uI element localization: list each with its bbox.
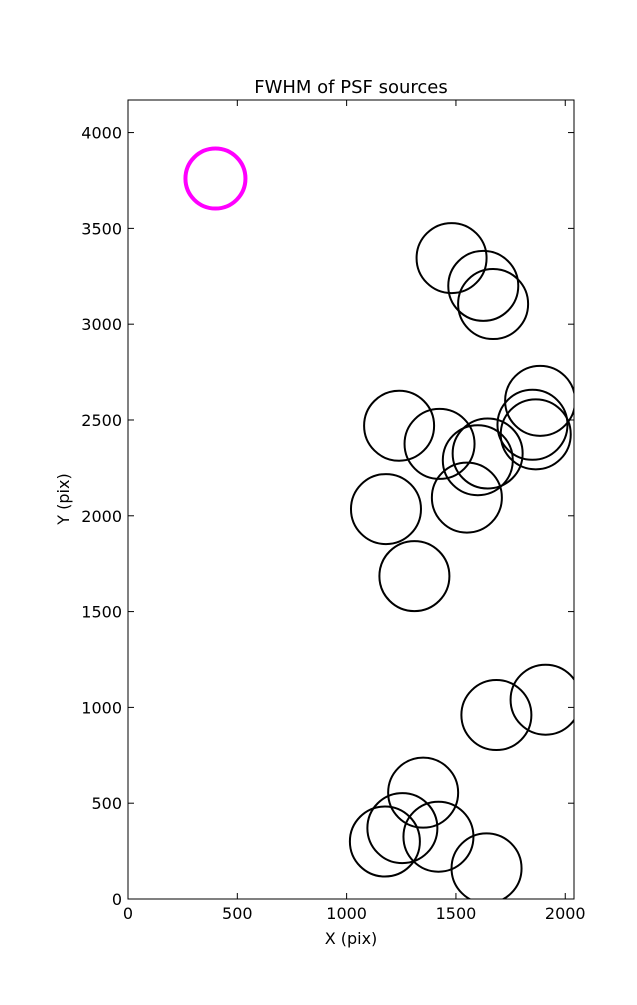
source-marker-10 xyxy=(441,424,514,497)
source-marker-17 xyxy=(366,792,439,865)
source-marker-3 xyxy=(457,268,530,341)
y-axis-label: Y (pix) xyxy=(54,473,73,525)
y-tick-label-0: 0 xyxy=(112,890,122,909)
source-marker-2 xyxy=(447,249,520,322)
source-marker-9 xyxy=(451,417,524,490)
source-marker-8 xyxy=(403,407,476,480)
source-marker-5 xyxy=(496,388,569,461)
x-tick-label-1: 500 xyxy=(222,904,253,923)
x-tick-label-2: 1000 xyxy=(326,904,367,923)
x-tick-label-4: 2000 xyxy=(545,904,586,923)
plot-frame xyxy=(127,99,575,900)
source-marker-12 xyxy=(349,473,422,546)
y-tick-label-8: 4000 xyxy=(81,124,122,143)
source-marker-11 xyxy=(430,461,503,534)
y-tick-label-1: 500 xyxy=(91,794,122,813)
highlighted-source-marker xyxy=(183,146,248,211)
x-tick-label-3: 1500 xyxy=(436,904,477,923)
source-marker-4 xyxy=(504,364,574,437)
x-axis-label: X (pix) xyxy=(325,929,378,948)
source-marker-16 xyxy=(387,756,460,829)
axes: 0 500 1000 1500 2000 0 500 1000 1500 2000 2500 3000… xyxy=(81,100,586,923)
y-tick-label-2: 1000 xyxy=(81,698,122,717)
chart-title: FWHM of PSF sources xyxy=(254,77,448,98)
source-marker-7 xyxy=(363,389,436,462)
y-tick-label-5: 2500 xyxy=(81,411,122,430)
x-tick-label-0: 0 xyxy=(123,904,133,923)
source-marker-14 xyxy=(509,663,574,736)
plot-area xyxy=(183,146,574,899)
y-tick-label-6: 3000 xyxy=(81,315,122,334)
source-marker-15 xyxy=(460,679,533,752)
source-marker-20 xyxy=(450,832,523,899)
source-marker-1 xyxy=(415,222,488,295)
source-marker-19 xyxy=(402,800,475,873)
source-marker-13 xyxy=(378,540,451,613)
source-marker-18 xyxy=(348,805,421,878)
y-tick-label-4: 2000 xyxy=(81,507,122,526)
y-tick-label-7: 3500 xyxy=(81,219,122,238)
y-tick-label-3: 1500 xyxy=(81,603,122,622)
